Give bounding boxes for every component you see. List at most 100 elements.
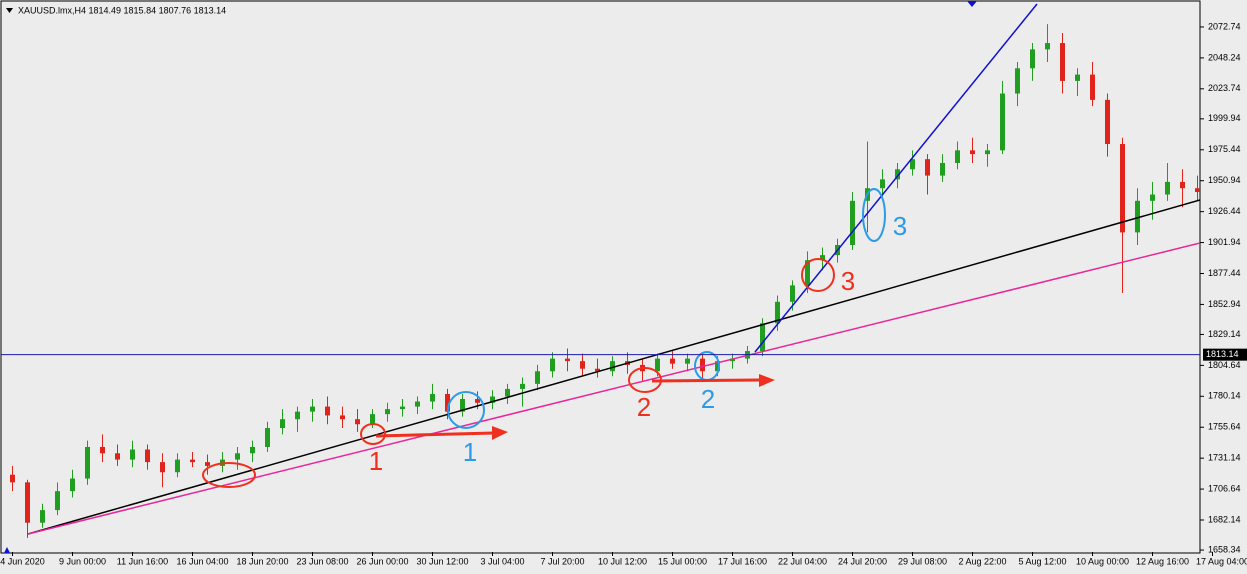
y-tick-label: 1731.14 (1208, 453, 1241, 463)
candle-body (25, 482, 30, 523)
candle-body (10, 474, 15, 483)
candle-body (730, 358, 735, 362)
candle-body (670, 358, 675, 364)
candle-body (85, 446, 90, 479)
candle-body (550, 358, 555, 372)
candle-body (925, 159, 930, 176)
candle-body (760, 323, 765, 352)
candle-body (970, 150, 975, 155)
arrow (375, 431, 495, 438)
x-tick-label: 15 Jul 00:00 (658, 556, 707, 566)
candle-body (370, 414, 375, 425)
x-tick-label: 3 Jul 04:00 (480, 556, 524, 566)
candle-body (175, 459, 180, 473)
arrow (651, 378, 761, 383)
y-tick-label: 2048.24 (1208, 52, 1241, 62)
trendline-magenta (27, 242, 1200, 535)
candle-body (820, 255, 825, 261)
candle-body (415, 401, 420, 407)
x-tick-label: 22 Jul 04:00 (778, 556, 827, 566)
candle-body (610, 361, 615, 372)
x-tick-label: 7 Jul 20:00 (540, 556, 584, 566)
candle-body (475, 399, 480, 403)
y-tick-label: 1755.64 (1208, 422, 1241, 432)
candle-body (310, 406, 315, 412)
candle-body (985, 150, 990, 155)
annotation: 2 (701, 384, 715, 414)
candle-body (1015, 68, 1020, 94)
candle-body (295, 411, 300, 420)
candle-body (595, 368, 600, 372)
x-tick-label: 5 Aug 12:00 (1018, 556, 1066, 566)
x-tick-label: 30 Jun 12:00 (416, 556, 468, 566)
candle-body (790, 285, 795, 302)
y-tick-label: 2023.74 (1208, 83, 1241, 93)
candle-body (1150, 194, 1155, 201)
candle-body (355, 419, 360, 425)
candle-body (490, 396, 495, 403)
x-tick-label: 16 Jun 04:00 (176, 556, 228, 566)
candle-body (55, 491, 60, 511)
marker (967, 1, 977, 7)
annotation: 2 (637, 392, 651, 422)
x-tick-label: 9 Jun 00:00 (59, 556, 106, 566)
y-tick-label: 1901.94 (1208, 237, 1241, 247)
candle-body (145, 449, 150, 463)
candle-body (190, 459, 195, 463)
candle-body (1105, 99, 1110, 145)
candle-body (160, 462, 165, 473)
candle-body (100, 446, 105, 454)
y-tick-label: 1658.34 (1208, 544, 1241, 554)
x-tick-label: 10 Jul 12:00 (598, 556, 647, 566)
candle-body (40, 510, 45, 523)
candle-body (1195, 188, 1200, 192)
candle-body (430, 393, 435, 402)
candle-body (580, 361, 585, 369)
candle-body (1090, 74, 1095, 100)
trendline-blue (754, 3, 1038, 353)
y-tick-label: 1780.14 (1208, 391, 1241, 401)
x-tick-label: 24 Jul 20:00 (838, 556, 887, 566)
y-tick-label: 1852.94 (1208, 299, 1241, 309)
price-label-box (1203, 348, 1247, 361)
menu-arrow (6, 8, 13, 13)
y-tick-label: 1950.94 (1208, 175, 1241, 185)
candle-body (685, 358, 690, 364)
candle-body (715, 361, 720, 372)
circle (202, 462, 256, 488)
circle (360, 423, 386, 445)
x-tick-label: 17 Jul 16:00 (718, 556, 767, 566)
candle-body (955, 150, 960, 163)
x-tick-label: 26 Jun 00:00 (356, 556, 408, 566)
candle-body (340, 415, 345, 420)
candle-body (700, 358, 705, 372)
trendline-black (27, 199, 1200, 535)
candle-body (535, 371, 540, 384)
y-tick-label: 1975.44 (1208, 144, 1241, 154)
candle-body (385, 409, 390, 415)
y-tick-label: 1926.44 (1208, 206, 1241, 216)
annotation: 1 (463, 437, 477, 467)
y-tick-label: 2072.74 (1208, 21, 1241, 31)
circle (862, 188, 886, 242)
plot-area (0, 0, 1201, 554)
x-tick-label: 23 Jun 08:00 (296, 556, 348, 566)
x-tick-label: 11 Jun 16:00 (117, 556, 168, 566)
x-tick-label: 2 Aug 22:00 (958, 556, 1006, 566)
candle-body (505, 388, 510, 397)
candle-body (130, 449, 135, 460)
annotation: 3 (841, 266, 855, 296)
candle-body (1045, 43, 1050, 50)
candle-body (400, 406, 405, 410)
y-tick-label: 1706.64 (1208, 483, 1241, 493)
candle-body (70, 478, 75, 492)
y-tick-label: 1999.94 (1208, 113, 1241, 123)
candle-body (325, 406, 330, 416)
x-tick-label: 10 Aug 00:00 (1076, 556, 1129, 566)
arrow-head (759, 374, 775, 387)
annotation: 1 (369, 446, 383, 476)
candle-body (1135, 200, 1140, 233)
drawings (4, 1, 1200, 553)
candle-body (940, 162, 945, 176)
